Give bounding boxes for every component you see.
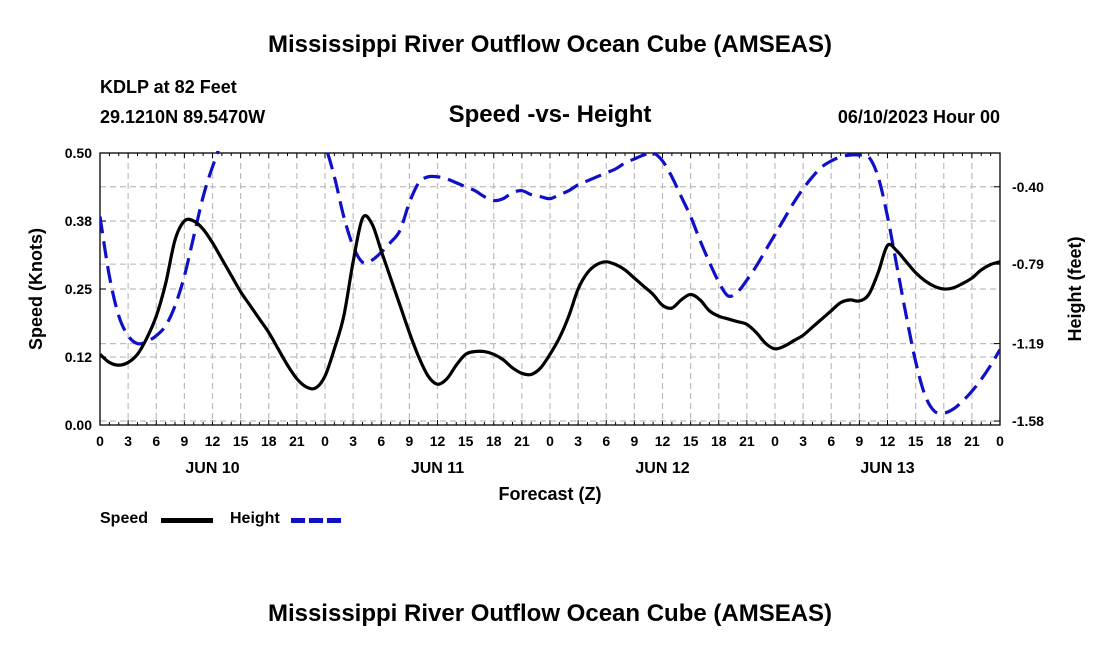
- series-line-speed: [100, 214, 1000, 391]
- legend-swatch-height: [291, 518, 343, 523]
- x-tick-label: 15: [683, 433, 699, 449]
- legend-label-speed: Speed: [100, 510, 149, 527]
- station-coords: 29.1210N 89.5470W: [100, 107, 266, 127]
- plot-frame: [99, 152, 1001, 426]
- y-axis-title: Speed (Knots): [26, 228, 46, 350]
- x-tick-label: 9: [630, 433, 638, 449]
- y2-axis-title: Height (feet): [1065, 237, 1085, 342]
- x-tick-label: 0: [996, 433, 1004, 449]
- day-label: JUN 11: [411, 460, 464, 477]
- x-tick-label: 12: [655, 433, 671, 449]
- x-tick-label: 6: [602, 433, 610, 449]
- x-tick-label: 12: [880, 433, 896, 449]
- y-tick-label: 0.00: [65, 417, 92, 433]
- page-title: Mississippi River Outflow Ocean Cube (AM…: [267, 31, 833, 58]
- legend-swatch-speed: [161, 518, 213, 523]
- x-tick-label: 21: [289, 433, 305, 449]
- x-axis-title: Forecast (Z): [498, 484, 601, 504]
- day-label: JUN 12: [635, 460, 689, 477]
- day-label: JUN 10: [185, 460, 239, 477]
- x-tick-label: 6: [827, 433, 835, 449]
- y-tick-label: 0.38: [65, 213, 92, 229]
- x-tick-label: 12: [430, 433, 446, 449]
- legend-label-height: Height: [230, 510, 280, 527]
- x-tick-label: 0: [546, 433, 554, 449]
- x-tick-label: 15: [908, 433, 924, 449]
- x-tick-label: 0: [321, 433, 329, 449]
- x-tick-label: 0: [771, 433, 779, 449]
- x-tick-label: 3: [799, 433, 807, 449]
- y-tick-label: 0.25: [65, 281, 92, 297]
- x-tick-label: 18: [936, 433, 952, 449]
- x-tick-label: 3: [349, 433, 357, 449]
- x-tick-label: 18: [711, 433, 727, 449]
- x-tick-label: 21: [964, 433, 980, 449]
- y2-tick-label: -1.19: [1012, 336, 1044, 352]
- series-line-height: [100, 151, 1000, 415]
- x-tick-label: 6: [377, 433, 385, 449]
- x-tick-label: 21: [514, 433, 530, 449]
- x-tick-label: 15: [233, 433, 249, 449]
- station-name: KDLP at 82 Feet: [100, 77, 237, 97]
- y2-tick-label: -0.79: [1012, 256, 1044, 272]
- y-tick-label: 0.50: [65, 145, 92, 161]
- y-tick-label: 0.12: [65, 349, 92, 365]
- x-tick-label: 9: [180, 433, 188, 449]
- forecast-datetime: 06/10/2023 Hour 00: [837, 107, 1000, 127]
- y2-tick-label: -1.58: [1012, 413, 1044, 429]
- x-tick-label: 0: [96, 433, 104, 449]
- chart-title: Speed -vs- Height: [448, 101, 652, 128]
- x-tick-label: 18: [486, 433, 502, 449]
- x-tick-label: 15: [458, 433, 474, 449]
- x-tick-label: 9: [855, 433, 863, 449]
- x-tick-label: 18: [261, 433, 277, 449]
- x-tick-label: 9: [405, 433, 413, 449]
- day-label: JUN 13: [860, 460, 914, 477]
- x-tick-label: 21: [739, 433, 755, 449]
- x-tick-label: 3: [124, 433, 132, 449]
- x-tick-label: 12: [205, 433, 221, 449]
- y2-tick-label: -0.40: [1012, 179, 1044, 195]
- x-tick-label: 6: [152, 433, 160, 449]
- x-tick-label: 3: [574, 433, 582, 449]
- speed-height-chart: 0 3 6 9 12 15 18 21 0 3 6 9 12 15 18 21 0 3 6 9 12 15 18 21 0 3 6 9…: [26, 145, 1085, 504]
- page-title-bottom: Mississippi River Outflow Ocean Cube (AM…: [267, 600, 833, 627]
